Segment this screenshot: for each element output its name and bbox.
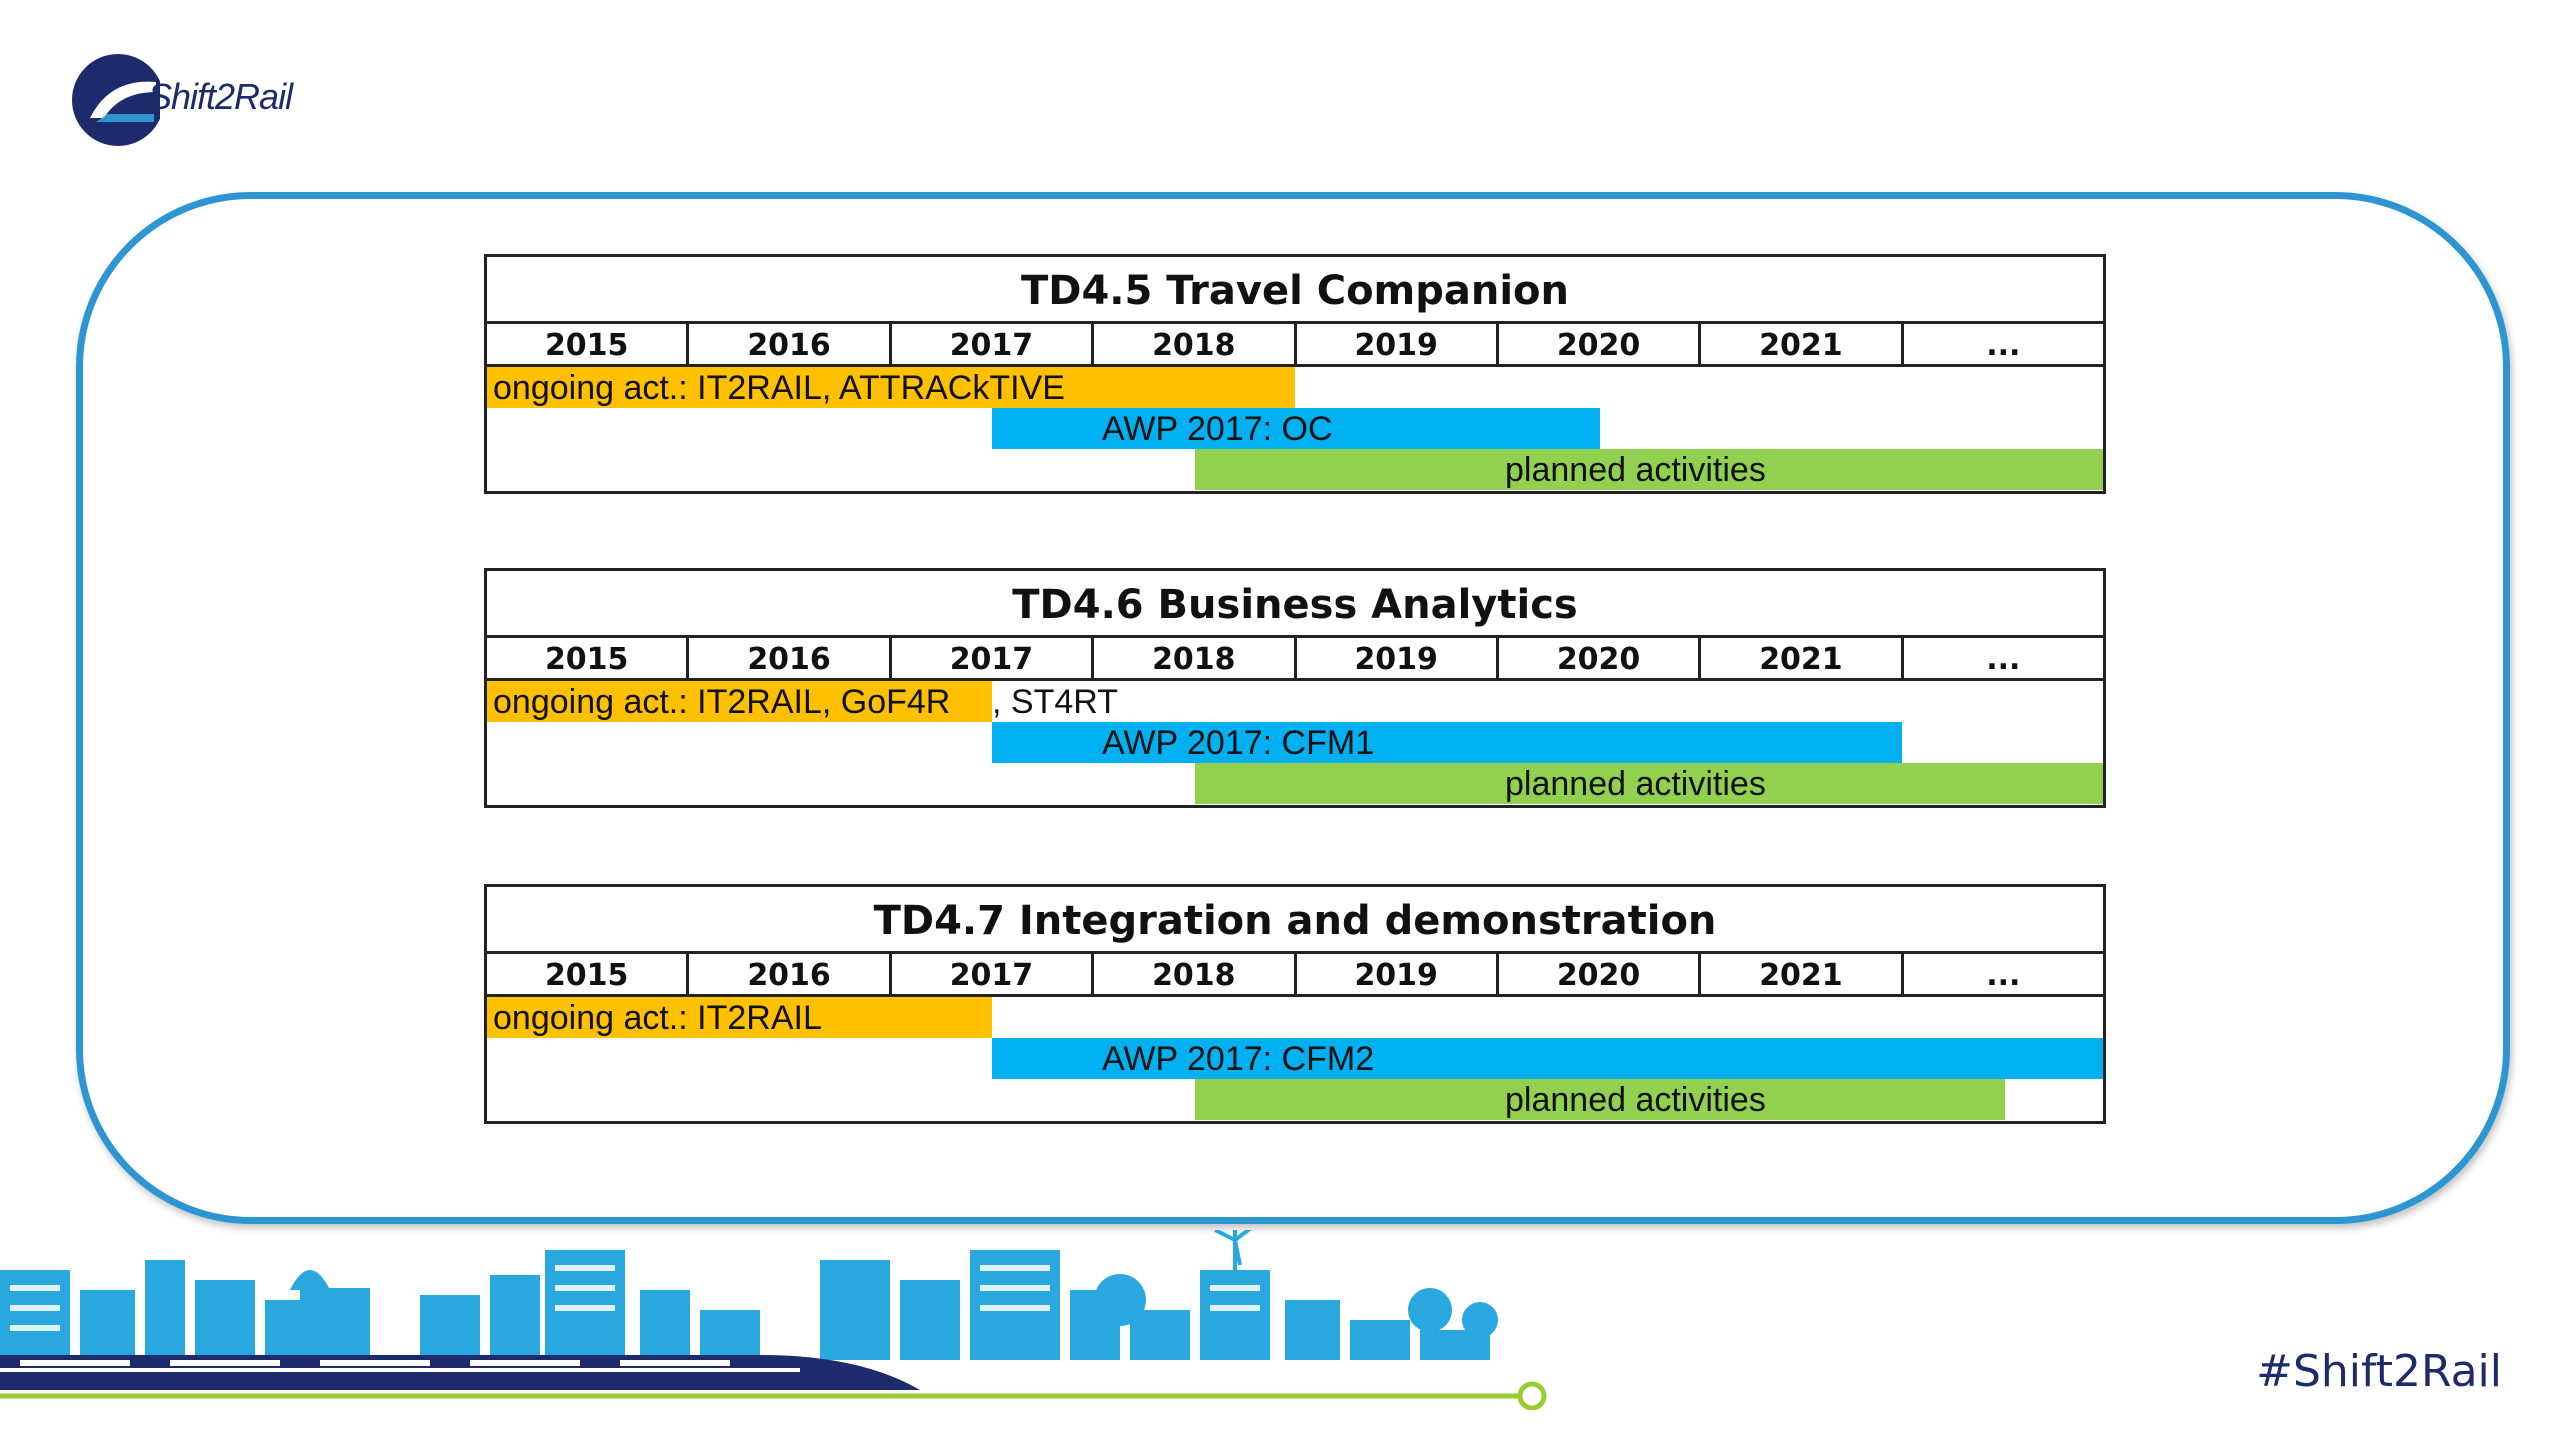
ongoing-label: ongoing act.: IT2RAIL, ATTRACkTIVE — [493, 369, 1065, 407]
logo-text: Shift2Rail — [148, 76, 293, 117]
timeline-bars: ongoing act.: IT2RAIL, ATTRACkTIVE AWP 2… — [487, 367, 2103, 491]
year-cell: 2015 — [487, 638, 690, 678]
year-cell: 2016 — [689, 324, 892, 364]
planned-label: planned activities — [1505, 765, 1766, 803]
timeline-table: TD4.7 Integration and demonstration 2015… — [484, 884, 2106, 1124]
year-cell: 2016 — [689, 954, 892, 994]
year-cell: 2015 — [487, 324, 690, 364]
awp-label: AWP 2017: CFM1 — [1102, 724, 1375, 762]
year-cell: 2021 — [1701, 638, 1904, 678]
awp-bar: AWP 2017: CFM2 — [992, 1038, 2103, 1079]
shift2rail-logo: Shift2Rail — [70, 48, 330, 148]
awp-label: AWP 2017: OC — [1102, 410, 1333, 448]
year-cell: ... — [1986, 642, 2021, 677]
timeline-years: 2015 2016 2017 2018 2019 2020 2021 ... — [487, 638, 2103, 681]
ongoing-activities-bar: ongoing act.: IT2RAIL, ATTRACkTIVE — [487, 367, 1295, 408]
year-cell: 2017 — [892, 638, 1095, 678]
year-cell: 2020 — [1499, 324, 1702, 364]
timeline-years: 2015 2016 2017 2018 2019 2020 2021 ... — [487, 954, 2103, 997]
timeline-bars: ongoing act.: IT2RAIL AWP 2017: CFM2 pla… — [487, 997, 2103, 1121]
year-cell: 2019 — [1297, 324, 1499, 364]
timeline-bars: ongoing act.: IT2RAIL, GoF4R , ST4RT AWP… — [487, 681, 2103, 805]
timeline-title: TD4.7 Integration and demonstration — [487, 887, 2103, 954]
year-cell: 2020 — [1499, 954, 1702, 994]
content-frame — [76, 192, 2510, 1224]
ongoing-label: ongoing act.: IT2RAIL — [493, 999, 822, 1037]
awp-bar: AWP 2017: OC — [992, 408, 1600, 449]
ongoing-activities-bar: ongoing act.: IT2RAIL — [487, 997, 992, 1038]
year-cell: 2017 — [892, 324, 1095, 364]
year-cell: 2016 — [689, 638, 892, 678]
timeline-title: TD4.5 Travel Companion — [487, 257, 2103, 324]
year-cell: 2020 — [1499, 638, 1702, 678]
year-cell: 2019 — [1297, 954, 1499, 994]
city-train-illustration — [0, 1230, 1547, 1410]
logo-emblem-icon — [72, 54, 164, 146]
timeline-years: 2015 2016 2017 2018 2019 2020 2021 ... — [487, 324, 2103, 367]
ongoing-activities-bar: ongoing act.: IT2RAIL, GoF4R , ST4RT — [487, 681, 1118, 723]
planned-activities-bar: planned activities — [1195, 763, 2103, 804]
awp-label: AWP 2017: CFM2 — [1102, 1040, 1375, 1078]
planned-label: planned activities — [1505, 1081, 1766, 1119]
year-cell: 2018 — [1094, 954, 1297, 994]
timeline-table: TD4.5 Travel Companion 2015 2016 2017 20… — [484, 254, 2106, 494]
planned-activities-bar: planned activities — [1195, 1079, 2005, 1120]
planned-activities-bar: planned activities — [1195, 449, 2103, 490]
ongoing-label: ongoing act.: IT2RAIL, GoF4R — [493, 683, 951, 721]
year-cell: 2015 — [487, 954, 690, 994]
year-cell: 2018 — [1094, 324, 1297, 364]
year-cell: ... — [1986, 328, 2021, 363]
year-cell: 2017 — [892, 954, 1095, 994]
ongoing-extra-label: , ST4RT — [992, 681, 1118, 723]
planned-label: planned activities — [1505, 451, 1766, 489]
awp-bar: AWP 2017: CFM1 — [992, 722, 1902, 763]
timeline-title: TD4.6 Business Analytics — [487, 571, 2103, 638]
year-cell: ... — [1986, 958, 2021, 993]
year-cell: 2021 — [1701, 954, 1904, 994]
timeline-table: TD4.6 Business Analytics 2015 2016 2017 … — [484, 568, 2106, 808]
year-cell: 2018 — [1094, 638, 1297, 678]
hashtag-label: #Shift2Rail — [2256, 1346, 2502, 1397]
year-cell: 2019 — [1297, 638, 1499, 678]
year-cell: 2021 — [1701, 324, 1904, 364]
